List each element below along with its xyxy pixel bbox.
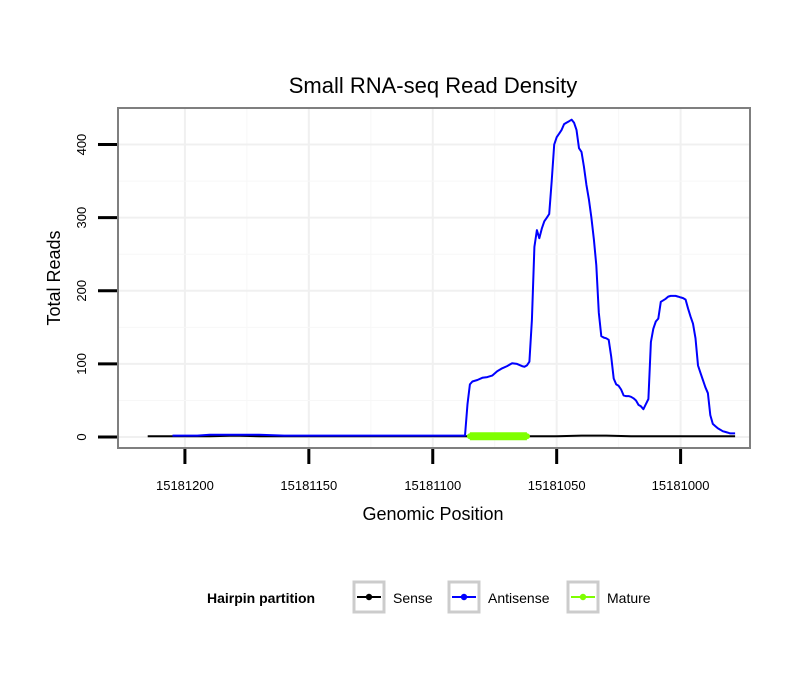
y-tick-label-1: 100 [74, 353, 89, 375]
gridlines [118, 108, 750, 448]
chart-title: Small RNA-seq Read Density [289, 73, 578, 98]
legend-item-mature: Mature [566, 580, 651, 614]
x-tick-label-4: 15181000 [652, 478, 710, 493]
legend-label-antisense: Antisense [488, 590, 550, 606]
legend: Hairpin partition Sense Antisense Mature [207, 580, 651, 614]
y-axis-label: Total Reads [44, 230, 64, 325]
x-tick-label-2: 15181100 [404, 478, 461, 493]
x-tick-label-3: 15181050 [528, 478, 586, 493]
y-tick-label-4: 400 [74, 134, 89, 156]
legend-point-sense [365, 593, 373, 601]
x-tick-label-0: 15181200 [156, 478, 214, 493]
legend-point-antisense [460, 593, 468, 601]
x-axis: 15181200 15181150 15181100 15181050 15181000 [156, 449, 710, 493]
series-point-mature-0 [466, 433, 473, 440]
plot-area [117, 107, 751, 449]
legend-point-mature [579, 593, 587, 601]
y-tick-label-3: 300 [74, 207, 89, 229]
legend-title: Hairpin partition [207, 590, 315, 606]
series-point-mature-4 [506, 433, 513, 440]
series-point-mature-5 [516, 433, 523, 440]
legend-item-sense: Sense [352, 580, 433, 614]
legend-label-mature: Mature [607, 590, 651, 606]
series-layer [147, 118, 736, 441]
plot-border [117, 107, 751, 449]
y-tick-label-0: 0 [74, 433, 89, 440]
legend-item-antisense: Antisense [447, 580, 550, 614]
x-axis-label: Genomic Position [362, 504, 503, 524]
y-axis: 0 100 200 300 400 [74, 134, 117, 441]
plot-background [118, 108, 750, 448]
series-line-antisense [172, 118, 736, 437]
x-tick-label-1: 15181150 [280, 478, 337, 493]
series-point-mature-2 [486, 433, 493, 440]
legend-label-sense: Sense [393, 590, 433, 606]
y-tick-label-2: 200 [74, 280, 89, 302]
series-point-mature-1 [476, 433, 483, 440]
series-point-mature-3 [496, 433, 503, 440]
series-point-mature-6 [523, 433, 530, 440]
